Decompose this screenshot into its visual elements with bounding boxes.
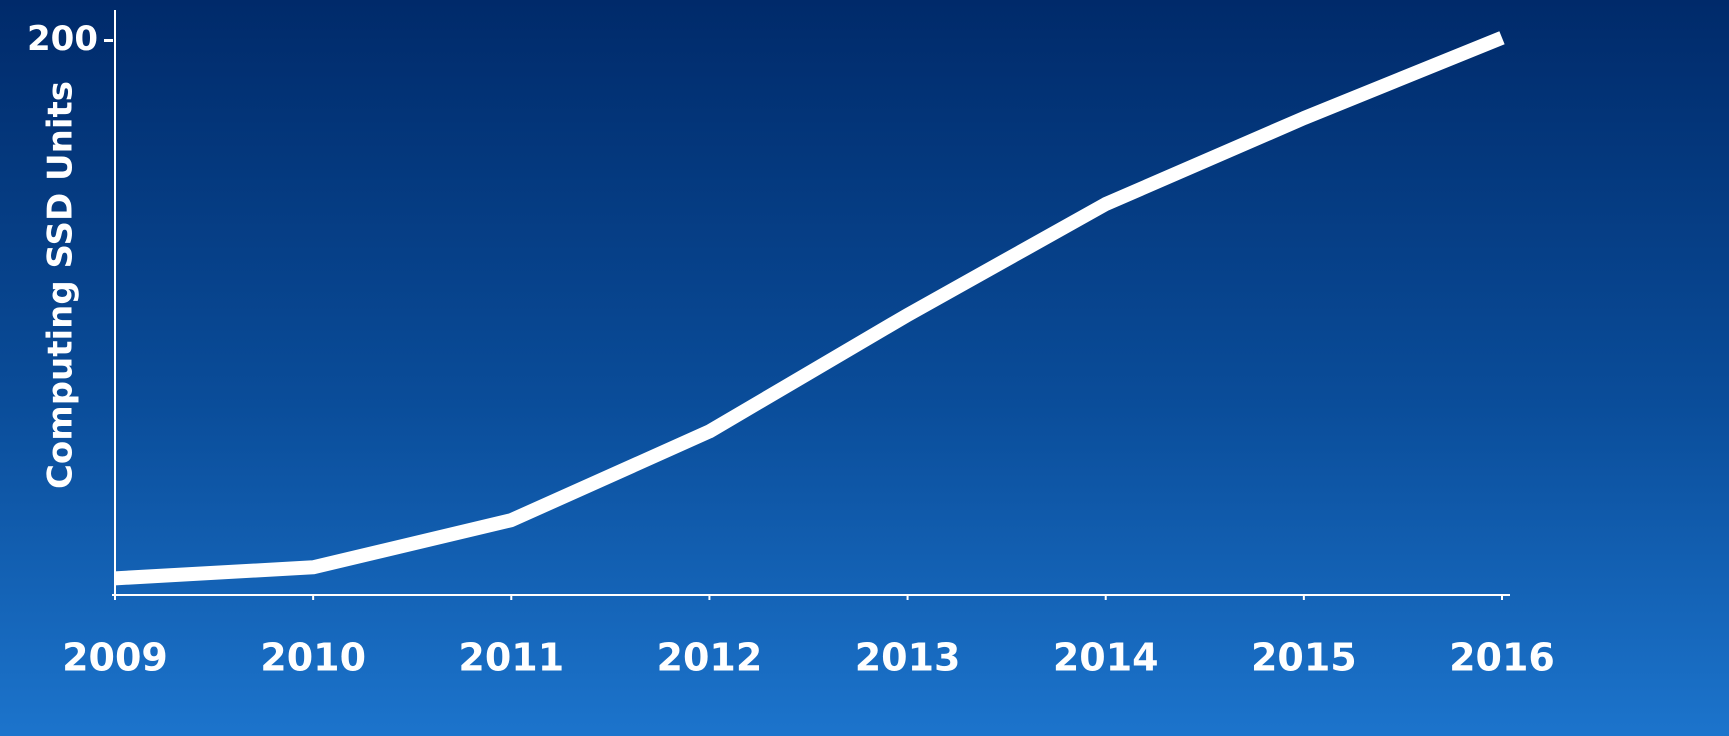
y-axis-label: Computing SSD Units bbox=[41, 81, 81, 489]
x-tick-label: 2015 bbox=[1251, 636, 1357, 680]
x-tick-label: 2014 bbox=[1053, 636, 1159, 680]
x-tick-label: 2016 bbox=[1449, 636, 1555, 680]
x-tick-label: 2012 bbox=[657, 636, 763, 680]
y-tick-label: 200 bbox=[27, 19, 98, 59]
x-tick-label: 2011 bbox=[458, 636, 564, 680]
x-tick-label: 2010 bbox=[260, 636, 366, 680]
line-series bbox=[114, 31, 1505, 586]
x-tick-label: 2013 bbox=[855, 636, 961, 680]
x-tick-label: 2009 bbox=[62, 636, 168, 680]
